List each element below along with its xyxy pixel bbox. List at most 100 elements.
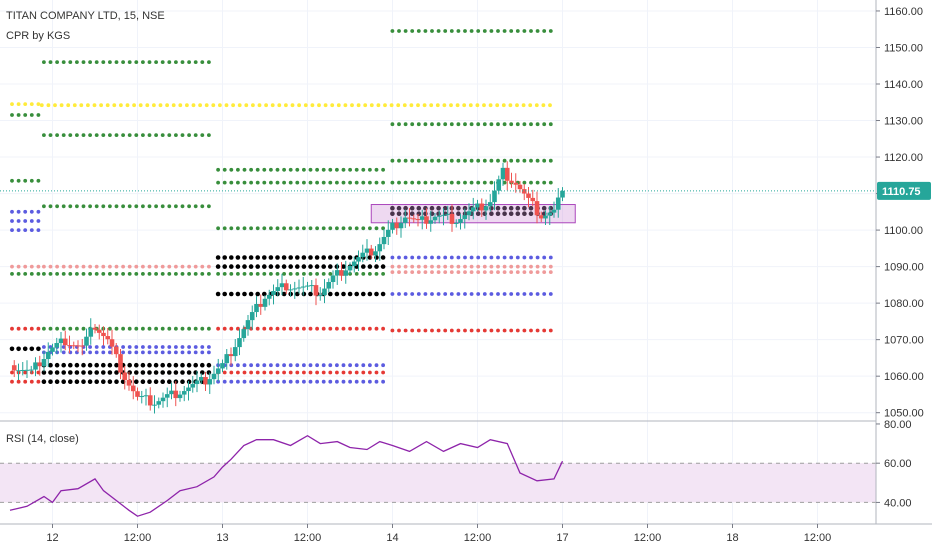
candle-body[interactable] bbox=[266, 294, 272, 299]
candle-body[interactable] bbox=[101, 332, 106, 337]
candle[interactable] bbox=[538, 211, 544, 223]
candle[interactable] bbox=[500, 162, 506, 186]
candle[interactable] bbox=[330, 270, 336, 289]
candle[interactable] bbox=[50, 343, 55, 356]
candle-body[interactable] bbox=[555, 197, 561, 210]
candle[interactable] bbox=[41, 351, 47, 372]
candle-body[interactable] bbox=[458, 219, 463, 223]
candle[interactable] bbox=[300, 277, 306, 296]
candle-body[interactable] bbox=[113, 346, 119, 355]
candle-body[interactable] bbox=[181, 391, 187, 395]
candle[interactable] bbox=[147, 387, 153, 411]
candle-body[interactable] bbox=[419, 216, 425, 220]
candle[interactable] bbox=[334, 263, 340, 285]
candle-body[interactable] bbox=[347, 265, 353, 271]
candle-body[interactable] bbox=[24, 369, 30, 371]
candle[interactable] bbox=[432, 213, 438, 224]
candle[interactable] bbox=[190, 376, 196, 393]
candle[interactable] bbox=[555, 188, 561, 218]
candle[interactable] bbox=[551, 201, 557, 218]
candle-body[interactable] bbox=[249, 312, 255, 321]
candle-body[interactable] bbox=[75, 345, 81, 347]
candle-body[interactable] bbox=[58, 338, 64, 344]
candle-body[interactable] bbox=[360, 252, 366, 258]
candle[interactable] bbox=[139, 390, 145, 404]
candle-body[interactable] bbox=[241, 329, 247, 339]
candle[interactable] bbox=[445, 205, 451, 220]
candle-body[interactable] bbox=[237, 338, 242, 348]
candle-body[interactable] bbox=[186, 387, 191, 392]
candle-body[interactable] bbox=[313, 285, 319, 296]
candle[interactable] bbox=[143, 388, 149, 406]
candle-body[interactable] bbox=[275, 287, 281, 292]
candle-body[interactable] bbox=[513, 182, 519, 185]
candle-body[interactable] bbox=[475, 203, 480, 208]
candle[interactable] bbox=[509, 172, 514, 188]
candle-body[interactable] bbox=[334, 270, 340, 276]
candle[interactable] bbox=[402, 209, 408, 229]
candle[interactable] bbox=[462, 208, 468, 229]
candle-body[interactable] bbox=[194, 380, 200, 385]
candle-body[interactable] bbox=[538, 215, 544, 219]
candle[interactable] bbox=[487, 194, 493, 212]
candle-body[interactable] bbox=[143, 395, 149, 397]
candle-body[interactable] bbox=[258, 303, 264, 307]
candle-body[interactable] bbox=[373, 251, 378, 256]
candle[interactable] bbox=[228, 347, 234, 366]
candle-layer[interactable] bbox=[0, 161, 876, 414]
candle-body[interactable] bbox=[279, 283, 285, 288]
candle[interactable] bbox=[241, 325, 247, 342]
candle[interactable] bbox=[343, 260, 349, 284]
candle-body[interactable] bbox=[339, 270, 344, 276]
candle-body[interactable] bbox=[11, 365, 17, 371]
candle[interactable] bbox=[364, 239, 370, 261]
candle-body[interactable] bbox=[122, 372, 128, 380]
candle[interactable] bbox=[254, 295, 259, 318]
candle-body[interactable] bbox=[190, 384, 196, 388]
candle-body[interactable] bbox=[139, 396, 145, 398]
candle[interactable] bbox=[317, 287, 323, 301]
candle-body[interactable] bbox=[351, 261, 357, 266]
candle-body[interactable] bbox=[105, 336, 111, 340]
candle[interactable] bbox=[492, 181, 497, 211]
candle-body[interactable] bbox=[71, 345, 77, 347]
candle-body[interactable] bbox=[292, 288, 298, 290]
candle[interactable] bbox=[28, 365, 34, 374]
candle-body[interactable] bbox=[50, 347, 55, 352]
candle-body[interactable] bbox=[317, 295, 323, 297]
candle-body[interactable] bbox=[96, 329, 102, 333]
candle-body[interactable] bbox=[305, 285, 310, 287]
candle[interactable] bbox=[118, 349, 123, 380]
candle[interactable] bbox=[458, 213, 463, 230]
candle[interactable] bbox=[560, 187, 565, 202]
candle[interactable] bbox=[71, 341, 77, 350]
candle[interactable] bbox=[292, 281, 298, 299]
candle[interactable] bbox=[534, 191, 540, 224]
candle[interactable] bbox=[249, 305, 255, 330]
candle-body[interactable] bbox=[496, 179, 502, 191]
candle-body[interactable] bbox=[394, 222, 400, 229]
candle[interactable] bbox=[24, 360, 30, 379]
candle-body[interactable] bbox=[228, 354, 234, 357]
candle-body[interactable] bbox=[479, 203, 485, 211]
candle[interactable] bbox=[513, 173, 519, 193]
candle-body[interactable] bbox=[309, 285, 315, 287]
candle-body[interactable] bbox=[500, 167, 506, 180]
candle[interactable] bbox=[84, 328, 89, 351]
candle-body[interactable] bbox=[296, 287, 302, 289]
candle[interactable] bbox=[262, 295, 268, 311]
candle[interactable] bbox=[101, 326, 106, 346]
candle[interactable] bbox=[470, 197, 476, 220]
candle[interactable] bbox=[96, 324, 102, 340]
candle-body[interactable] bbox=[67, 345, 72, 347]
candle-body[interactable] bbox=[160, 397, 166, 402]
candle[interactable] bbox=[428, 210, 434, 232]
candle[interactable] bbox=[271, 284, 276, 305]
candle-body[interactable] bbox=[487, 202, 493, 207]
candle[interactable] bbox=[313, 278, 319, 306]
candle[interactable] bbox=[326, 278, 332, 293]
candle-body[interactable] bbox=[424, 216, 429, 224]
candle-body[interactable] bbox=[398, 222, 404, 229]
candle-body[interactable] bbox=[385, 229, 391, 237]
